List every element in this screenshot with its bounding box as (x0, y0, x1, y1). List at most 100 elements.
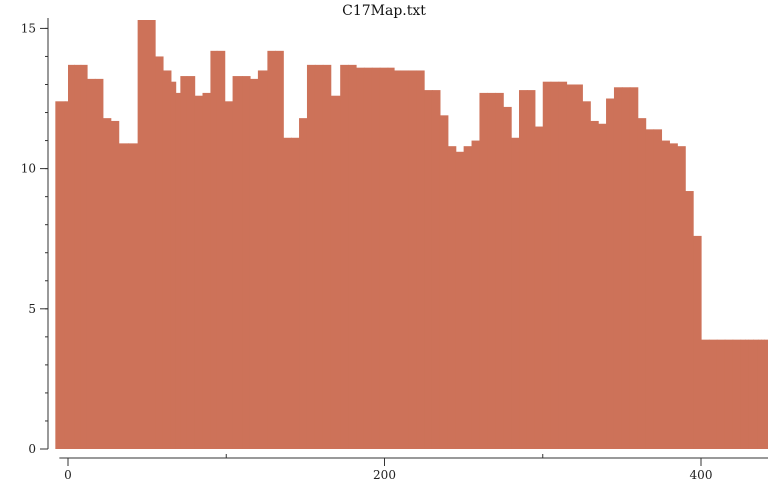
bar-25 (242, 76, 251, 449)
bar-38 (348, 64, 357, 450)
bar-42 (379, 67, 389, 450)
bar-1 (64, 101, 69, 449)
bar-63 (542, 81, 552, 449)
bar-44 (394, 70, 401, 449)
bar-48 (424, 90, 433, 449)
bar-94 (764, 339, 768, 449)
bar-41 (371, 67, 381, 450)
bar-50 (439, 115, 449, 449)
bar-85 (716, 339, 726, 449)
bars-group (55, 20, 768, 450)
y-tick-label: 10 (21, 162, 36, 176)
bar-16 (175, 92, 181, 450)
bar-86 (724, 339, 734, 449)
bar-9 (118, 143, 129, 449)
bar-8 (110, 120, 120, 449)
bar-23 (224, 101, 234, 449)
bar-82 (693, 235, 702, 449)
bar-59 (511, 137, 520, 449)
bar-80 (677, 146, 686, 449)
bar-76 (645, 129, 655, 449)
bar-39 (356, 67, 365, 450)
bar-90 (748, 339, 754, 449)
bar-10 (128, 143, 139, 449)
bar-40 (363, 67, 373, 450)
bar-0 (55, 101, 66, 449)
x-tick-label: 200 (373, 468, 396, 480)
bar-5 (86, 78, 96, 449)
bar-12 (147, 20, 156, 449)
bar-81 (685, 191, 694, 450)
bar-20 (202, 92, 212, 450)
bar-19 (194, 95, 204, 450)
bar-13 (155, 56, 164, 449)
bar-57 (495, 92, 504, 450)
bar-83 (701, 339, 710, 449)
chart-title: C17Map.txt (342, 3, 426, 19)
bar-68 (582, 101, 591, 449)
bar-24 (232, 76, 243, 449)
bar-21 (210, 50, 218, 450)
bar-55 (479, 92, 488, 450)
bar-70 (598, 123, 607, 449)
y-axis: 0 5 10 15 (21, 18, 49, 456)
bar-87 (732, 339, 742, 449)
bar-14 (162, 70, 172, 449)
bar-15 (170, 81, 177, 449)
bar-79 (669, 143, 678, 449)
bar-37 (340, 64, 349, 450)
bar-43 (387, 67, 395, 450)
bar-84 (708, 339, 718, 449)
bar-78 (661, 140, 670, 449)
bar-66 (566, 84, 575, 450)
bar-2 (68, 64, 75, 450)
bar-27 (257, 70, 268, 449)
bar-56 (487, 92, 496, 450)
bar-64 (550, 81, 560, 449)
bar-32 (299, 118, 308, 449)
bar-4 (80, 64, 88, 450)
bar-52 (455, 151, 465, 449)
bar-30 (283, 137, 292, 449)
bar-74 (629, 87, 639, 449)
bar-58 (503, 106, 512, 450)
bar-53 (463, 146, 473, 449)
bar-17 (180, 76, 188, 449)
bar-26 (249, 78, 259, 449)
bar-72 (613, 87, 623, 449)
bar-67 (574, 84, 583, 450)
bar-11 (137, 20, 148, 449)
bar-18 (186, 76, 196, 449)
bar-88 (740, 339, 746, 449)
bar-3 (74, 64, 82, 450)
bar-31 (291, 137, 300, 449)
bar-6 (94, 78, 104, 449)
bar-45 (400, 70, 409, 449)
bar-71 (606, 98, 615, 449)
bar-73 (621, 87, 631, 449)
bar-7 (102, 118, 112, 449)
bar-35 (322, 64, 332, 450)
bar-65 (558, 81, 568, 449)
bar-29 (275, 50, 284, 450)
bar-46 (408, 70, 417, 449)
bar-22 (216, 50, 226, 450)
bar-77 (653, 129, 663, 449)
x-tick-label: 400 (690, 468, 713, 480)
y-tick-label: 5 (28, 302, 36, 316)
bar-51 (447, 146, 457, 449)
bar-89 (745, 339, 750, 449)
bar-54 (471, 140, 481, 449)
x-tick-label: 0 (64, 468, 72, 480)
bar-28 (267, 50, 276, 450)
y-tick-label: 15 (21, 21, 36, 35)
bar-47 (416, 70, 425, 449)
x-axis: 0 200 400 (59, 454, 768, 480)
y-tick-label: 0 (28, 442, 36, 456)
bar-62 (534, 126, 544, 450)
bar-61 (526, 90, 536, 449)
bar-49 (431, 90, 441, 449)
bar-33 (306, 64, 316, 450)
bar-60 (519, 90, 528, 449)
bar-34 (314, 64, 324, 450)
